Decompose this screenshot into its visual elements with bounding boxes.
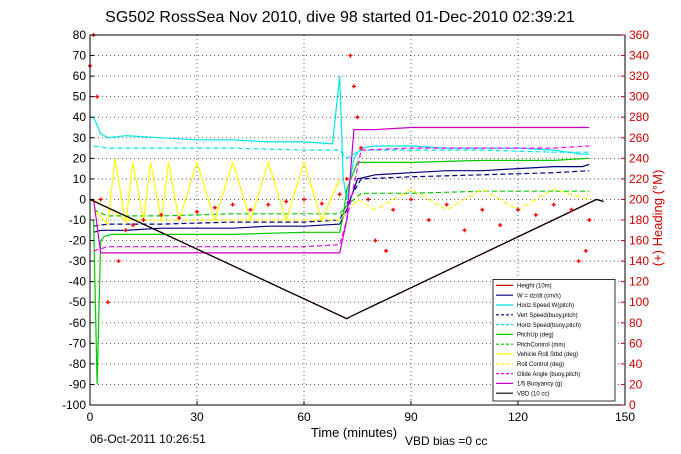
right-tick-label-18: 0: [629, 398, 636, 412]
right-tick-label-17: 20: [629, 377, 643, 391]
right-axis-label: (+) Heading (°M): [650, 170, 665, 267]
series-4-line: [93, 145, 590, 160]
series-9-line: [93, 145, 590, 252]
x-tick-label-3: 90: [404, 410, 418, 424]
right-tick-label-15: 60: [629, 336, 643, 350]
left-tick-label-13: -50: [69, 295, 87, 309]
right-tick-label-2: 320: [629, 69, 649, 83]
x-tick-label-2: 60: [297, 410, 311, 424]
series-6-line: [93, 190, 590, 217]
chart-title: SG502 RossSea Nov 2010, dive 98 started …: [105, 9, 575, 26]
legend-label-0: Height (10m): [517, 284, 552, 290]
right-tick-label-12: 120: [629, 275, 649, 289]
right-tick-label-5: 260: [629, 131, 649, 145]
right-tick-label-11: 140: [629, 254, 649, 268]
left-tick-label-10: -20: [69, 234, 87, 248]
right-tick-label-3: 300: [629, 90, 649, 104]
x-axis-label: Time (minutes): [311, 425, 397, 440]
legend: Height (10m) W = dz/dt (cm/s) Horiz Speed …: [492, 278, 616, 402]
series-12-markers: [88, 33, 592, 305]
right-tick-label-0: 360: [629, 28, 649, 42]
left-tick-label-12: -40: [69, 275, 87, 289]
left-tick-label-1: 70: [73, 49, 87, 63]
left-tick-label-17: -90: [69, 377, 87, 391]
series-1-line: [93, 163, 590, 233]
left-tick-label-18: -100: [62, 398, 86, 412]
left-tick-label-15: -70: [69, 336, 87, 350]
right-tick-label-8: 200: [629, 192, 649, 206]
legend-box: [492, 278, 616, 402]
left-tick-label-14: -60: [69, 316, 87, 330]
series-layer: [88, 33, 604, 385]
left-tick-label-16: -80: [69, 357, 87, 371]
left-tick-label-8: 0: [79, 192, 86, 206]
legend-label-6: PitchControl (mm): [517, 342, 565, 348]
x-axis-ticks: 0 30 60 90 120 150: [87, 401, 635, 424]
left-tick-label-2: 60: [73, 69, 87, 83]
x-tick-label-1: 30: [190, 410, 204, 424]
x-tick-label-0: 0: [87, 410, 94, 424]
left-tick-label-6: 20: [73, 151, 87, 165]
left-axis-ticks: 80 70 60 50 40 30 20 10 0 -10 -20 -30 -40 -50 -60 -70 -8…: [62, 28, 94, 412]
legend-label-9: Glide Angle (buoy,pitch): [517, 372, 580, 378]
legend-label-8: Roll Control (deg): [517, 362, 564, 368]
series-5-line: [93, 157, 590, 385]
x-tick-label-5: 150: [615, 410, 635, 424]
legend-label-5: PitchUp (deg): [517, 333, 554, 339]
series-11-line: [89, 198, 604, 320]
series-3-line: [93, 170, 590, 227]
legend-label-3: Vert Speed(buoy,pitch): [517, 313, 578, 319]
legend-label-2: Horiz Speed W(pitch): [517, 303, 574, 309]
right-tick-label-10: 160: [629, 234, 649, 248]
left-tick-label-3: 50: [73, 90, 87, 104]
left-tick-label-4: 40: [73, 110, 87, 124]
right-tick-label-1: 340: [629, 49, 649, 63]
legend-label-10: 1/5 Buoyancy (g): [517, 382, 562, 388]
right-tick-label-13: 100: [629, 295, 649, 309]
left-tick-label-7: 10: [73, 172, 87, 186]
x-tick-label-4: 120: [508, 410, 528, 424]
footer-vbd-bias: VBD bias =0 cc: [405, 434, 487, 448]
right-tick-label-4: 280: [629, 110, 649, 124]
legend-label-11: VBD (10 cc): [517, 391, 549, 397]
left-tick-label-0: 80: [73, 28, 87, 42]
left-tick-label-5: 30: [73, 131, 87, 145]
legend-label-7: Vehicle Roll Stbd (deg): [517, 352, 578, 358]
footer-timestamp: 06-Oct-2011 10:26:51: [90, 432, 206, 446]
left-tick-label-9: -10: [69, 213, 87, 227]
right-axis-ticks: 3603403203002802602402202001801601401201…: [621, 28, 649, 412]
left-tick-label-11: -30: [69, 254, 87, 268]
legend-label-1: W = dz/dt (cm/s): [517, 293, 561, 299]
right-tick-label-14: 80: [629, 316, 643, 330]
right-tick-label-7: 220: [629, 172, 649, 186]
right-tick-label-6: 240: [629, 151, 649, 165]
legend-label-4: Horiz Speed(buoy,pitch): [517, 323, 581, 329]
series-10-line: [93, 126, 590, 254]
right-tick-label-16: 40: [629, 357, 643, 371]
right-tick-label-9: 180: [629, 213, 649, 227]
